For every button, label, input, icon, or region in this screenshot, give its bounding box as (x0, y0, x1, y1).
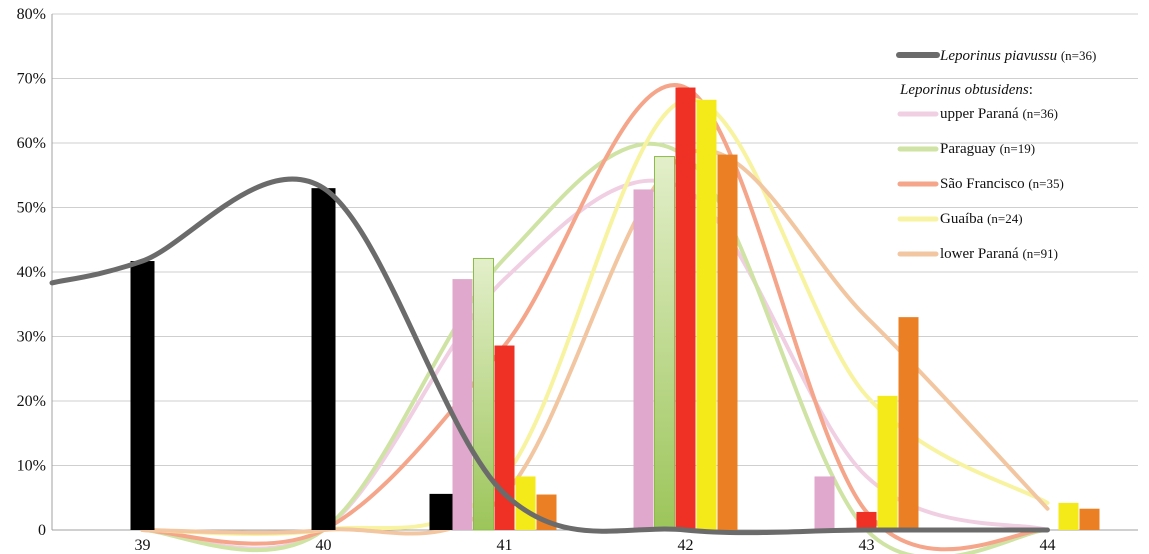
y-tick-label: 30% (17, 329, 46, 346)
curve-lower-paran- (140, 148, 1050, 536)
legend-entry: upper Paraná (n=36) (897, 106, 1058, 122)
legend-series-name: lower Paraná (940, 246, 1022, 262)
x-tick-label: 44 (1040, 537, 1056, 554)
legend-entry: Paraguay (n=19) (897, 141, 1035, 157)
x-tick-label: 39 (135, 537, 151, 554)
legend-series-name: Paraguay (940, 141, 1000, 157)
bar-paraguay-42 (654, 156, 675, 531)
bar-paraguay-41 (473, 257, 494, 531)
bars (130, 87, 1100, 531)
bar-upper-paran--41 (452, 279, 473, 530)
legend-series-name: Leporinus piavussu (939, 48, 1057, 64)
y-tick-label: 80% (17, 6, 46, 23)
legend-entry-piavussu: Leporinus piavussu (n=36) (896, 48, 1096, 64)
y-tick-label: 60% (17, 135, 46, 152)
legend-series-name: São Francisco (940, 176, 1028, 192)
legend-series-n: (n=19) (1000, 141, 1036, 156)
bar-gua-ba-43 (877, 395, 898, 530)
bar-gua-ba-44 (1058, 502, 1079, 530)
legend-label: Guaíba (n=24) (940, 211, 1023, 227)
legend: Leporinus piavussu (n=36) Leporinus obtu… (896, 48, 1096, 262)
legend-series-n: (n=35) (1028, 176, 1064, 191)
legend-entry: Guaíba (n=24) (897, 211, 1023, 227)
bar-s-o-francisco-41 (494, 345, 515, 530)
bar-upper-paran--42 (633, 189, 654, 530)
y-tick-label: 10% (17, 458, 46, 475)
legend-series-name: Guaíba (940, 211, 987, 227)
legend-series-n: (n=24) (987, 211, 1023, 226)
legend-label: Leporinus piavussu (n=36) (939, 48, 1096, 64)
x-tick-label: 41 (497, 537, 513, 554)
y-tick-label: 70% (17, 71, 46, 88)
bar-lower-paran--43 (898, 317, 919, 530)
legend-series-n: (n=36) (1022, 106, 1058, 121)
legend-series-name: upper Paraná (940, 106, 1022, 122)
legend-label: São Francisco (n=35) (940, 176, 1064, 192)
legend-entry: São Francisco (n=35) (897, 176, 1064, 192)
bar-piavussu-40 (311, 188, 336, 530)
y-tick-label: 0 (38, 522, 46, 539)
legend-group-title: Leporinus obtusidens: (899, 82, 1033, 98)
bar-lower-paran--44 (1079, 508, 1100, 530)
x-tick-label: 43 (859, 537, 875, 554)
x-axis-ticks: 39 40 41 42 43 44 (135, 537, 1056, 554)
y-tick-label: 40% (17, 264, 46, 281)
bar-upper-paran--43 (814, 476, 835, 530)
bar-gua-ba-41 (515, 476, 536, 530)
legend-label: lower Paraná (n=91) (940, 246, 1058, 262)
y-tick-label: 50% (17, 200, 46, 217)
legend-series-n: (n=36) (1061, 48, 1097, 63)
legend-entry: lower Paraná (n=91) (897, 246, 1058, 262)
bar-piavussu-39 (130, 261, 155, 530)
legend-group-name: Leporinus obtusidens (899, 82, 1029, 98)
curve-leporinus-piavussu (49, 176, 1050, 536)
piavussu-curve (49, 176, 1050, 536)
bar-s-o-francisco-43 (856, 511, 877, 530)
bar-s-o-francisco-42 (675, 87, 696, 530)
y-axis-ticks: 0 10% 20% 30% 40% 50% 60% 70% 80% (17, 6, 46, 539)
legend-entries-obtusidens: upper Paraná (n=36) Paraguay (n=19) São Fr… (897, 106, 1064, 262)
bar-piavussu-41 (429, 493, 454, 530)
x-tick-label: 42 (678, 537, 694, 554)
bar-gua-ba-42 (696, 99, 717, 530)
legend-label: upper Paraná (n=36) (940, 106, 1058, 122)
y-tick-label: 20% (17, 393, 46, 410)
x-tick-label: 40 (316, 537, 332, 554)
bar-lower-paran--42 (717, 154, 738, 531)
legend-label: Paraguay (n=19) (940, 141, 1035, 157)
legend-series-n: (n=91) (1022, 246, 1058, 261)
